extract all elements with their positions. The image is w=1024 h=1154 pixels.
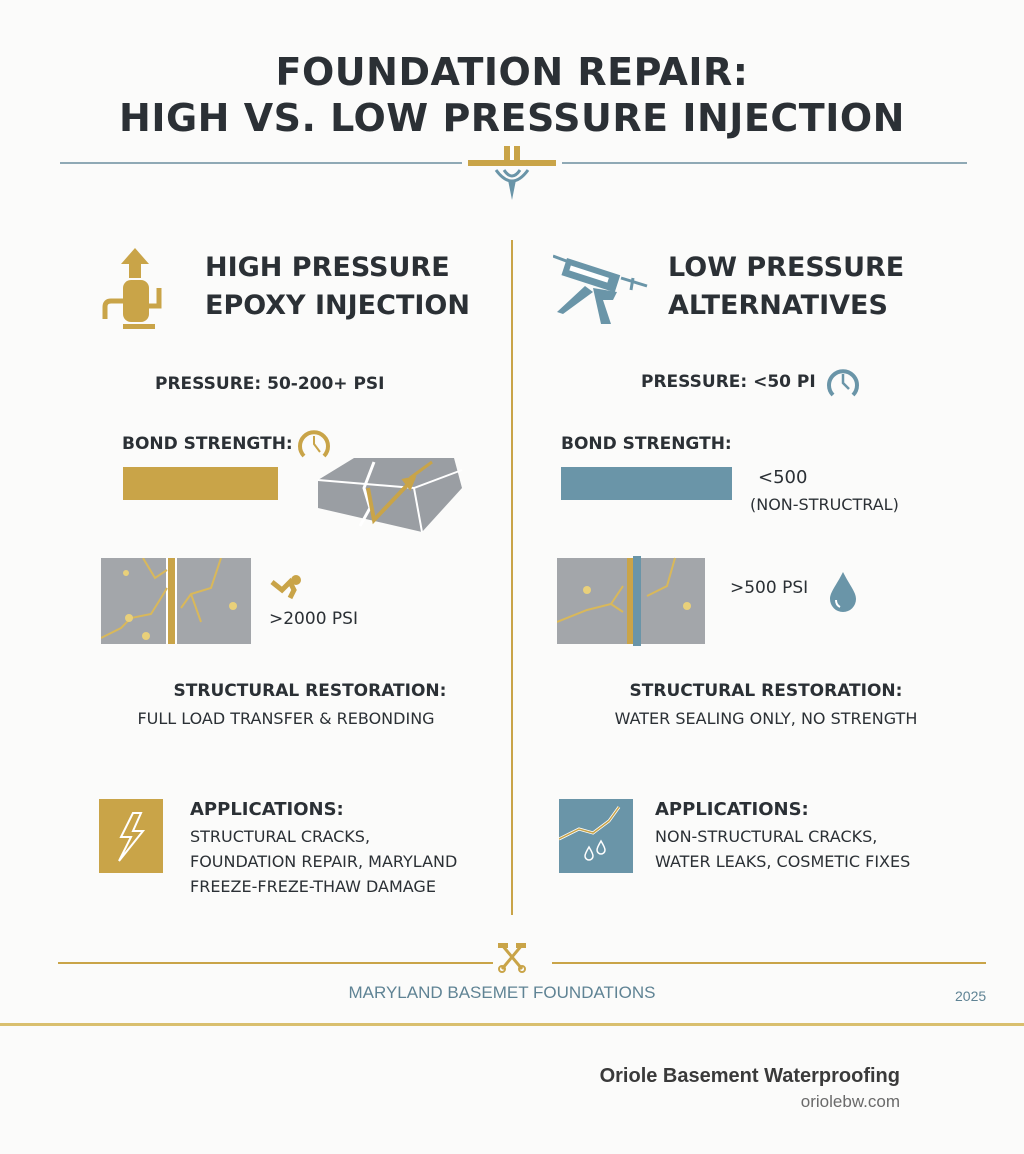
high-application-item: FOUNDATION REPAIR, MARYLAND: [190, 852, 458, 871]
low-restoration-value: WATER SEALING ONLY, NO STRENGTH: [614, 709, 918, 728]
high-restoration-label: STRUCTURAL RESTORATION:: [173, 681, 447, 701]
low-applications-label: APPLICATIONS:: [655, 799, 809, 820]
high-heading-line2: EPOXY INJECTION: [205, 290, 470, 321]
high-bond-label: BOND STRENGTH:: [122, 434, 293, 454]
page-title-line2: HIGH VS. LOW PRESSURE INJECTION: [119, 96, 905, 140]
high-crack-panel-illustration: [101, 558, 251, 644]
divider-right: [562, 162, 967, 164]
high-applications-label: APPLICATIONS:: [190, 799, 344, 820]
gauge-icon: [298, 430, 330, 458]
brand-name: Oriole Basement Waterproofing: [599, 1065, 900, 1087]
footer-divider-right: [552, 962, 986, 964]
footer-rule: [0, 1023, 1024, 1026]
leaking-crack-icon: [559, 799, 633, 873]
low-application-item: NON-STRUCTURAL CRACKS,: [655, 827, 878, 846]
bond-link-icon: [270, 575, 301, 600]
footer-year: 2025: [955, 988, 987, 1004]
low-heading-line2: ALTERNATIVES: [668, 290, 888, 321]
column-divider: [511, 240, 513, 915]
low-bond-value: <500: [758, 467, 808, 488]
high-restoration-value: FULL LOAD TRANSFER & REBONDING: [137, 709, 435, 728]
low-heading-line1: LOW PRESSURE: [668, 252, 905, 283]
high-bond-bar: [123, 467, 278, 500]
crossed-hammers-icon: [498, 943, 526, 973]
lightning-crack-icon: [99, 799, 163, 873]
caulk-gun-icon: [553, 254, 648, 324]
high-application-item: FREEZE-FREZE-THAW DAMAGE: [190, 877, 436, 896]
low-pressure: PRESSURE: <50 PI: [641, 372, 816, 392]
low-bond-bar: [561, 467, 732, 500]
footer-org: MARYLAND BASEMET FOUNDATIONS: [348, 983, 656, 1002]
high-bond-value: >2000 PSI: [269, 609, 358, 629]
low-application-item: WATER LEAKS, COSMETIC FIXES: [655, 852, 911, 871]
low-psi-value: >500 PSI: [730, 578, 809, 598]
injection-nozzle-emblem-icon: [468, 146, 556, 200]
low-bond-note: (NON-STRUCTRAL): [750, 495, 899, 514]
low-crack-panel-illustration: [557, 556, 705, 646]
divider-left: [60, 162, 462, 164]
high-application-item: STRUCTURAL CRACKS,: [190, 827, 371, 846]
high-heading-line1: HIGH PRESSURE: [205, 252, 450, 283]
low-restoration-label: STRUCTURAL RESTORATION:: [629, 681, 903, 701]
page-title-line1: FOUNDATION REPAIR:: [275, 50, 749, 94]
footer-divider-left: [58, 962, 493, 964]
high-pressure: PRESSURE: 50-200+ PSI: [155, 374, 385, 394]
brand-url[interactable]: oriolebw.com: [800, 1092, 900, 1111]
low-bond-label: BOND STRENGTH:: [561, 434, 732, 454]
water-drop-icon: [830, 572, 856, 612]
gauge-icon: [827, 369, 859, 397]
pressure-pump-icon: [102, 248, 162, 329]
cracked-block-illustration: [317, 458, 463, 533]
